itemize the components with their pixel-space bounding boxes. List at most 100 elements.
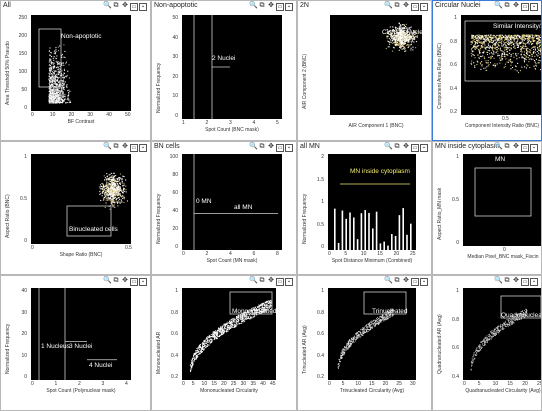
- plot-area[interactable]: MN inside cytoplasm: [328, 154, 416, 250]
- gate-region[interactable]: [363, 291, 407, 315]
- plot-panel-4[interactable]: Circular Nuclei 🔍 ⧉ ✥ ▭ ▪ Similar Intensity/Ar…: [432, 0, 542, 141]
- fit-icon[interactable]: ▭: [411, 278, 419, 286]
- move-icon[interactable]: ✥: [122, 2, 128, 9]
- plot-area[interactable]: 0 MN all MN: [182, 154, 282, 250]
- plot-area[interactable]: 1 Nucleus 3 Nuclei 4 Nuclei: [31, 288, 131, 380]
- zoom-icon[interactable]: 🔍: [249, 2, 258, 9]
- plot-panel-2[interactable]: Non-apoptotic 🔍 ⧉ ✥ ▭ ▪ 2 Nuclei Normalized Fre…: [151, 0, 297, 141]
- export-icon[interactable]: ▪: [420, 144, 428, 152]
- plot-area[interactable]: MN: [463, 154, 541, 246]
- move-icon[interactable]: ✥: [403, 143, 409, 150]
- event-dot: [102, 189, 104, 191]
- plot-panel-5[interactable]: 🔍 ⧉ ✥ ▭ ▪ Binucleated cells Aspect Ratio (BNC)…: [0, 141, 151, 275]
- event-dot: [530, 58, 533, 61]
- copy-icon[interactable]: ⧉: [259, 277, 265, 284]
- fit-icon[interactable]: ▭: [411, 3, 419, 11]
- export-icon[interactable]: ▪: [139, 278, 147, 286]
- plot-panel-7[interactable]: all MN 🔍 ⧉ ✥ ▭ ▪ MN inside cytoplasm Normalized…: [297, 141, 432, 275]
- plot-panel-1[interactable]: All 🔍 ⧉ ✥ ▭ ▪ Non-apoptotic Area Threshold 50% …: [0, 0, 151, 141]
- zoom-icon[interactable]: 🔍: [494, 143, 503, 150]
- zoom-icon[interactable]: 🔍: [103, 2, 112, 9]
- move-icon[interactable]: ✥: [513, 143, 519, 150]
- fit-icon[interactable]: ▭: [130, 3, 138, 11]
- copy-icon[interactable]: ⧉: [113, 2, 119, 9]
- move-icon[interactable]: ✥: [268, 143, 274, 150]
- fit-icon[interactable]: ▭: [276, 278, 284, 286]
- move-icon[interactable]: ✥: [403, 2, 409, 9]
- copy-icon[interactable]: ⧉: [394, 277, 400, 284]
- zoom-icon[interactable]: 🔍: [103, 143, 112, 150]
- export-icon[interactable]: ▪: [285, 144, 293, 152]
- zoom-icon[interactable]: 🔍: [384, 277, 393, 284]
- zoom-icon[interactable]: 🔍: [249, 143, 258, 150]
- plot-panel-11[interactable]: 🔍 ⧉ ✥ ▭ ▪ Trinucleated Trinucleated AR (Avg) Tr…: [297, 275, 432, 411]
- copy-icon[interactable]: ⧉: [259, 143, 265, 150]
- event-dot: [493, 51, 495, 53]
- plot-panel-9[interactable]: 🔍 ⧉ ✥ ▭ ▪ 1 Nucleus 3 Nuclei 4 Nuclei Normalized…: [0, 275, 151, 411]
- event-dot: [113, 185, 115, 187]
- copy-icon[interactable]: ⧉: [504, 2, 510, 9]
- copy-icon[interactable]: ⧉: [394, 143, 400, 150]
- export-icon[interactable]: ▪: [530, 3, 538, 11]
- plot-panel-10[interactable]: 🔍 ⧉ ✥ ▭ ▪ Mononucleated Mononucleated AR Mononu…: [151, 275, 297, 411]
- plot-panel-12[interactable]: 🔍⧉✥▭▪QuadranucleatedQuadranucleated AR (…: [432, 275, 542, 411]
- export-icon[interactable]: ▪: [139, 144, 147, 152]
- plot-panel-8[interactable]: MN inside cytoplasm 🔍 ⧉ ✥ ▭ ▪ MN Aspect Ratio_M…: [432, 141, 542, 275]
- zoom-icon[interactable]: 🔍: [249, 277, 258, 284]
- plot-area[interactable]: Similar Intensity/Ar: [461, 15, 542, 115]
- copy-icon[interactable]: ⧉: [113, 277, 119, 284]
- event-dot: [54, 100, 56, 102]
- export-icon[interactable]: ▪: [530, 144, 538, 152]
- plot-area[interactable]: Non-apoptotic: [31, 15, 131, 111]
- plot-area[interactable]: Binucleated cells: [31, 154, 131, 244]
- fit-icon[interactable]: ▭: [130, 278, 138, 286]
- copy-icon[interactable]: ⧉: [504, 277, 510, 284]
- event-dot: [353, 336, 355, 338]
- event-dot: [119, 198, 121, 201]
- move-icon[interactable]: ✥: [268, 277, 274, 284]
- move-icon[interactable]: ✥: [513, 277, 519, 284]
- move-icon[interactable]: ✥: [403, 277, 409, 284]
- copy-icon[interactable]: ⧉: [394, 2, 400, 9]
- gate-region[interactable]: [38, 28, 62, 88]
- fit-icon[interactable]: ▭: [276, 3, 284, 11]
- copy-icon[interactable]: ⧉: [504, 143, 510, 150]
- fit-icon[interactable]: ▭: [521, 278, 529, 286]
- plot-area[interactable]: Circular Nuclei: [330, 15, 424, 115]
- fit-icon[interactable]: ▭: [521, 3, 529, 11]
- fit-icon[interactable]: ▭: [276, 144, 284, 152]
- move-icon[interactable]: ✥: [268, 2, 274, 9]
- plot-area[interactable]: Trinucleated: [328, 288, 416, 380]
- gate-region[interactable]: [66, 205, 112, 237]
- event-dot: [413, 36, 415, 38]
- event-dot: [234, 324, 236, 326]
- copy-icon[interactable]: ⧉: [259, 2, 265, 9]
- export-icon[interactable]: ▪: [420, 278, 428, 286]
- zoom-icon[interactable]: 🔍: [103, 277, 112, 284]
- export-icon[interactable]: ▪: [139, 3, 147, 11]
- plot-area[interactable]: Quadranucleated: [463, 288, 541, 380]
- fit-icon[interactable]: ▭: [130, 144, 138, 152]
- event-dot: [65, 61, 67, 63]
- plot-area[interactable]: Mononucleated: [182, 288, 276, 380]
- gate-region[interactable]: [229, 291, 273, 315]
- move-icon[interactable]: ✥: [122, 143, 128, 150]
- export-icon[interactable]: ▪: [285, 3, 293, 11]
- zoom-icon[interactable]: 🔍: [384, 143, 393, 150]
- gate-region[interactable]: [474, 167, 532, 217]
- export-icon[interactable]: ▪: [285, 278, 293, 286]
- move-icon[interactable]: ✥: [513, 2, 519, 9]
- zoom-icon[interactable]: 🔍: [494, 2, 503, 9]
- gate-region[interactable]: [464, 20, 542, 82]
- plot-panel-6[interactable]: BN cells 🔍 ⧉ ✥ ▭ ▪ 0 MN all MN Normalized Freque…: [151, 141, 297, 275]
- zoom-icon[interactable]: 🔍: [384, 2, 393, 9]
- zoom-icon[interactable]: 🔍: [494, 277, 503, 284]
- copy-icon[interactable]: ⧉: [113, 143, 119, 150]
- plot-panel-3[interactable]: 2N 🔍 ⧉ ✥ ▭ ▪ Circular Nuclei AIR Component 2 (B…: [297, 0, 432, 141]
- export-icon[interactable]: ▪: [420, 3, 428, 11]
- move-icon[interactable]: ✥: [122, 277, 128, 284]
- fit-icon[interactable]: ▭: [521, 144, 529, 152]
- export-icon[interactable]: ▪: [530, 278, 538, 286]
- plot-area[interactable]: 2 Nuclei: [182, 15, 282, 119]
- fit-icon[interactable]: ▭: [411, 144, 419, 152]
